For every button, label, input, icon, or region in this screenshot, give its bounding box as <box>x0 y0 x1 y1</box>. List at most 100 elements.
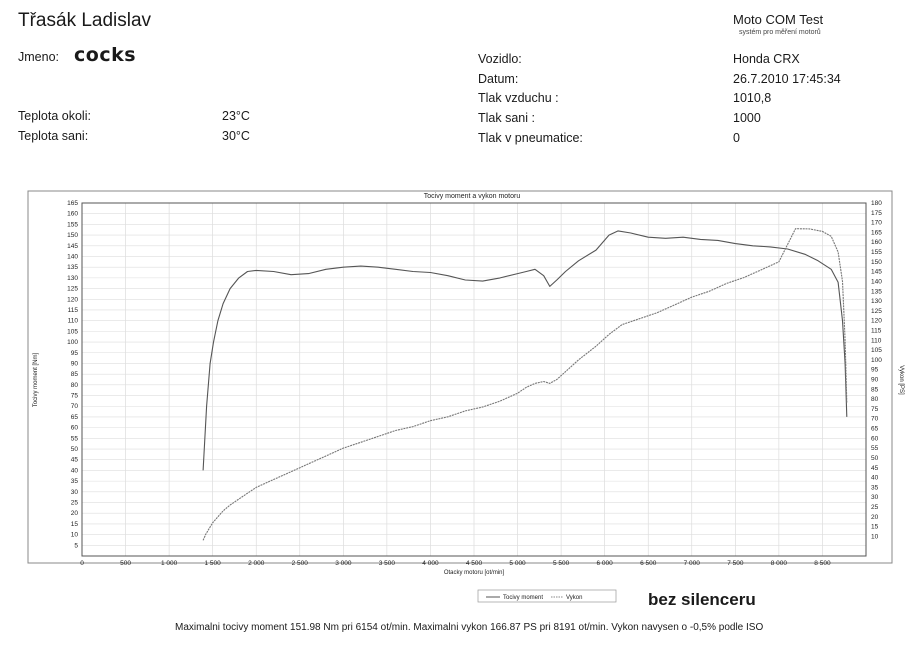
y-right-tick-label: 20 <box>871 514 879 521</box>
y-left-tick-label: 155 <box>67 221 78 228</box>
vehicle-label: Vozidlo: <box>478 52 522 66</box>
plot-area <box>81 202 867 557</box>
y-right-tick-label: 85 <box>871 386 879 393</box>
intake-temp-value: 30°C <box>222 129 250 143</box>
y-right-tick-label: 135 <box>871 288 882 295</box>
y-left-tick-label: 110 <box>68 318 79 325</box>
y-right-tick-label: 15 <box>871 524 879 531</box>
y-left-tick-label: 5 <box>74 542 78 549</box>
y-left-tick-label: 50 <box>71 446 79 453</box>
x-tick-label: 500 <box>120 560 131 567</box>
y-right-tick-label: 105 <box>871 347 882 354</box>
y-left-tick-label: 120 <box>67 296 78 303</box>
y-right-tick-label: 130 <box>871 298 882 305</box>
y-right-tick-label: 125 <box>871 308 882 315</box>
x-tick-label: 5 500 <box>553 560 570 567</box>
y-right-tick-label: 180 <box>871 200 882 207</box>
x-tick-label: 3 000 <box>335 560 352 567</box>
vehicle-value: Honda CRX <box>733 52 800 66</box>
y-left-tick-label: 60 <box>71 425 79 432</box>
y-left-tick-label: 150 <box>67 232 78 239</box>
x-tick-label: 2 500 <box>292 560 309 567</box>
x-tick-label: 1 000 <box>161 560 178 567</box>
y-left-tick-label: 40 <box>71 467 79 474</box>
y-right-tick-label: 175 <box>871 210 882 217</box>
y-left-tick-label: 25 <box>71 500 79 507</box>
x-tick-label: 6 000 <box>597 560 614 567</box>
y-left-tick-label: 115 <box>68 307 79 314</box>
intake-temp-label: Teplota sani: <box>18 129 89 143</box>
y-left-tick-label: 70 <box>71 403 79 410</box>
tire-pressure-label: Tlak v pneumatice: <box>478 131 583 145</box>
x-tick-label: 7 000 <box>684 560 701 567</box>
y-right-tick-label: 90 <box>871 377 879 384</box>
y-left-tick-label: 35 <box>71 478 79 485</box>
y-axis-right-label: Vykon [PS] <box>898 365 904 395</box>
y-right-tick-label: 35 <box>871 484 879 491</box>
y-left-tick-label: 20 <box>71 510 79 517</box>
tire-pressure-value: 0 <box>733 131 740 145</box>
x-tick-label: 6 500 <box>640 560 657 567</box>
y-right-tick-label: 25 <box>871 504 879 511</box>
y-right-tick-label: 120 <box>871 318 882 325</box>
y-right-tick-label: 150 <box>871 259 882 266</box>
legend: Tocivy moment Vykon <box>477 589 617 603</box>
x-tick-label: 4 000 <box>422 560 439 567</box>
brand-subtitle: systém pro měření motorů <box>739 29 821 36</box>
y-right-tick-label: 60 <box>871 435 879 442</box>
power-series-line <box>202 228 848 541</box>
y-right-tick-label: 155 <box>871 249 882 256</box>
name-value: cocks <box>74 44 137 66</box>
y-left-tick-label: 30 <box>71 489 79 496</box>
x-axis-label: Otacky motoru [ot/min] <box>444 570 505 576</box>
legend-label-torque: Tocivy moment <box>503 595 543 601</box>
y-left-tick-label: 100 <box>67 339 78 346</box>
torque-series-line <box>202 230 848 471</box>
owner-name: Třasák Ladislav <box>18 10 152 31</box>
date-label: Datum: <box>478 72 519 86</box>
y-left-tick-label: 135 <box>67 264 78 271</box>
legend-label-power: Vykon <box>566 595 582 601</box>
x-tick-label: 0 <box>80 560 84 567</box>
y-left-tick-label: 15 <box>71 521 79 528</box>
y-left-tick-label: 75 <box>71 393 79 400</box>
y-left-tick-label: 45 <box>71 457 79 464</box>
y-right-tick-label: 160 <box>871 239 882 246</box>
y-right-tick-label: 75 <box>871 406 879 413</box>
y-right-tick-label: 110 <box>871 337 882 344</box>
handwritten-note: bez silenceru <box>648 590 756 609</box>
y-right-tick-label: 115 <box>871 327 882 334</box>
y-right-tick-label: 50 <box>871 455 879 462</box>
y-left-tick-label: 105 <box>67 328 78 335</box>
y-right-tick-label: 65 <box>871 426 879 433</box>
x-tick-label: 5 000 <box>509 560 526 567</box>
y-left-tick-label: 65 <box>71 414 79 421</box>
air-pressure-label: Tlak vzduchu : <box>478 91 559 105</box>
y-left-tick-label: 95 <box>71 350 79 357</box>
y-right-tick-label: 80 <box>871 396 879 403</box>
y-left-tick-label: 125 <box>67 286 78 293</box>
x-tick-label: 3 500 <box>379 560 396 567</box>
y-left-tick-label: 160 <box>67 211 78 218</box>
y-left-tick-label: 90 <box>71 360 79 367</box>
y-left-tick-label: 140 <box>67 253 78 260</box>
y-left-tick-label: 80 <box>71 382 79 389</box>
y-left-tick-label: 165 <box>67 200 78 207</box>
x-tick-label: 8 000 <box>771 560 788 567</box>
y-right-tick-label: 55 <box>871 445 879 452</box>
y-left-tick-label: 85 <box>71 371 79 378</box>
x-tick-label: 2 000 <box>248 560 265 567</box>
y-right-tick-label: 30 <box>871 494 879 501</box>
ambient-temp-value: 23°C <box>222 109 250 123</box>
y-right-tick-label: 145 <box>871 269 882 276</box>
y-right-tick-label: 10 <box>871 533 879 540</box>
y-left-tick-label: 55 <box>71 435 79 442</box>
y-left-tick-label: 10 <box>71 532 79 539</box>
air-pressure-value: 1010,8 <box>733 91 772 105</box>
brand-title: Moto COM Test <box>733 12 824 27</box>
x-tick-label: 1 500 <box>205 560 222 567</box>
y-right-tick-label: 165 <box>871 229 882 236</box>
y-left-tick-label: 130 <box>67 275 78 282</box>
y-right-tick-label: 40 <box>871 475 879 482</box>
